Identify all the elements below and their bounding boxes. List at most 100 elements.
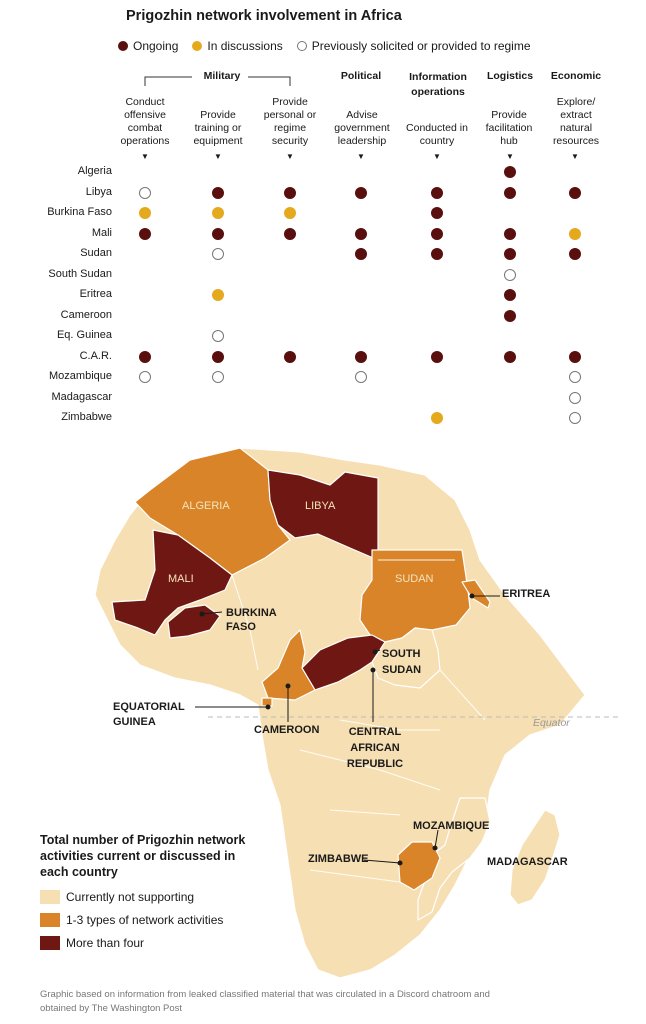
status-dot-previous bbox=[212, 371, 224, 383]
status-dot-ongoing bbox=[431, 227, 443, 240]
status-dot-discussing bbox=[139, 207, 151, 219]
legend-discussing-label: In discussions bbox=[207, 39, 283, 53]
legend-previous: Previously solicited or provided to regi… bbox=[296, 39, 531, 53]
label-eritrea: ERITREA bbox=[502, 588, 551, 600]
legend-discussing: In discussions bbox=[192, 39, 283, 53]
activity-resources: Explore/ extract natural resources bbox=[552, 96, 600, 147]
status-dot-previous bbox=[569, 371, 581, 383]
status-dot-ongoing bbox=[431, 186, 443, 199]
map-legend-mid-label: 1-3 types of network activities bbox=[66, 913, 224, 927]
status-dot-discussing bbox=[212, 289, 224, 301]
status-dot-previous bbox=[504, 268, 516, 281]
status-dot-ongoing bbox=[504, 166, 516, 178]
map-legend-none-label: Currently not supporting bbox=[66, 890, 195, 904]
mid-swatch-icon bbox=[40, 913, 60, 927]
status-dot-ongoing bbox=[355, 248, 367, 260]
activity-advise: Advise government leadership bbox=[334, 109, 390, 147]
eritrea-shape bbox=[461, 579, 491, 609]
row-country-label: Cameroon bbox=[60, 308, 112, 321]
column-arrow-icon: ▼ bbox=[433, 152, 441, 161]
category-military: Military bbox=[203, 70, 241, 82]
none-swatch-icon bbox=[40, 890, 60, 904]
label-sudan: SUDAN bbox=[395, 573, 434, 585]
row-country-label: Mali bbox=[91, 226, 112, 239]
mali-shape bbox=[111, 529, 233, 636]
status-dot-ongoing bbox=[355, 350, 367, 363]
status-dot-ongoing bbox=[569, 248, 581, 260]
status-dot-ongoing bbox=[431, 350, 443, 363]
status-dot-previous bbox=[212, 330, 224, 342]
libya-shape bbox=[267, 469, 379, 561]
map-legend-mid: 1-3 types of network activities bbox=[40, 913, 223, 927]
activity-info-ops: Conducted in country bbox=[406, 122, 468, 147]
africa-map bbox=[94, 447, 620, 979]
row-country-label: Madagascar bbox=[51, 390, 112, 403]
column-arrow-icon: ▼ bbox=[141, 152, 149, 161]
status-dot-discussing bbox=[284, 207, 296, 219]
category-economic: Economic bbox=[550, 70, 602, 82]
activity-training: Provide training or equipment bbox=[193, 109, 243, 147]
high-swatch-icon bbox=[40, 936, 60, 950]
label-mali: MALI bbox=[168, 573, 194, 585]
label-zimbabwe: ZIMBABWE bbox=[308, 853, 369, 865]
map-legend: Currently not supporting 1-3 types of ne… bbox=[40, 890, 223, 950]
label-mozambique: MOZAMBIQUE bbox=[413, 820, 490, 832]
row-country-label: Libya bbox=[85, 185, 112, 198]
map-legend-high-label: More than four bbox=[66, 936, 145, 950]
row-country-label: Algeria bbox=[77, 165, 112, 177]
military-bracket bbox=[144, 76, 291, 86]
status-dot-previous bbox=[569, 391, 581, 404]
status-dot-discussing bbox=[431, 412, 443, 424]
status-dot-ongoing bbox=[504, 186, 516, 199]
column-arrow-icon: ▼ bbox=[506, 152, 514, 161]
label-equatorial-guinea: EQUATORIAL GUINEA bbox=[113, 701, 185, 728]
footnote: Graphic based on information from leaked… bbox=[40, 989, 490, 1014]
row-country-label: Burkina Faso bbox=[47, 206, 112, 218]
column-arrow-icon: ▼ bbox=[286, 152, 294, 161]
row-country-label: C.A.R. bbox=[79, 349, 112, 362]
status-dot-ongoing bbox=[504, 350, 516, 363]
category-political: Political bbox=[340, 70, 382, 82]
label-burkina-faso: BURKINA FASO bbox=[226, 607, 277, 633]
mozambique-shape bbox=[417, 797, 491, 921]
label-cameroon: CAMEROON bbox=[254, 724, 320, 736]
status-dot-previous bbox=[569, 412, 581, 424]
status-dot-previous bbox=[212, 248, 224, 260]
chart-title: Prigozhin network involvement in Africa bbox=[126, 8, 402, 24]
row-country-label: Sudan bbox=[80, 247, 112, 259]
zimbabwe-shape bbox=[397, 841, 441, 891]
category-logistics: Logistics bbox=[486, 70, 534, 82]
column-arrow-icon: ▼ bbox=[571, 152, 579, 161]
activity-combat: Conduct offensive combat operations bbox=[120, 96, 170, 147]
status-dot-ongoing bbox=[431, 248, 443, 260]
status-dot-ongoing bbox=[139, 350, 151, 363]
status-dot-discussing bbox=[569, 227, 581, 240]
row-country-label: Mozambique bbox=[49, 370, 112, 382]
status-dot-discussing bbox=[212, 207, 224, 219]
status-dot-ongoing bbox=[212, 227, 224, 240]
legend-previous-label: Previously solicited or provided to regi… bbox=[311, 39, 531, 53]
status-dot-ongoing bbox=[569, 186, 581, 199]
status-dot-ongoing bbox=[504, 227, 516, 240]
map-legend-title: Total number of Prigozhin network activi… bbox=[40, 833, 246, 879]
status-dot-ongoing bbox=[212, 350, 224, 363]
row-country-label: Eq. Guinea bbox=[56, 329, 112, 341]
status-dot-previous bbox=[355, 371, 367, 383]
ongoing-dot-icon bbox=[118, 41, 128, 51]
status-legend: Ongoing In discussions Previously solici… bbox=[118, 39, 545, 53]
label-algeria: ALGERIA bbox=[182, 500, 230, 512]
discussing-dot-icon bbox=[192, 41, 203, 51]
madagascar-shape bbox=[509, 809, 561, 906]
status-dot-ongoing bbox=[504, 289, 516, 301]
status-dot-ongoing bbox=[504, 309, 516, 322]
row-country-label: South Sudan bbox=[48, 267, 112, 280]
status-dot-ongoing bbox=[431, 207, 443, 219]
status-dot-ongoing bbox=[284, 227, 296, 240]
status-dot-ongoing bbox=[284, 186, 296, 199]
status-dot-ongoing bbox=[139, 227, 151, 240]
column-arrow-icon: ▼ bbox=[357, 152, 365, 161]
status-dot-ongoing bbox=[355, 186, 367, 199]
status-dot-ongoing bbox=[504, 248, 516, 260]
column-arrow-icon: ▼ bbox=[214, 152, 222, 161]
row-country-label: Eritrea bbox=[79, 288, 112, 300]
